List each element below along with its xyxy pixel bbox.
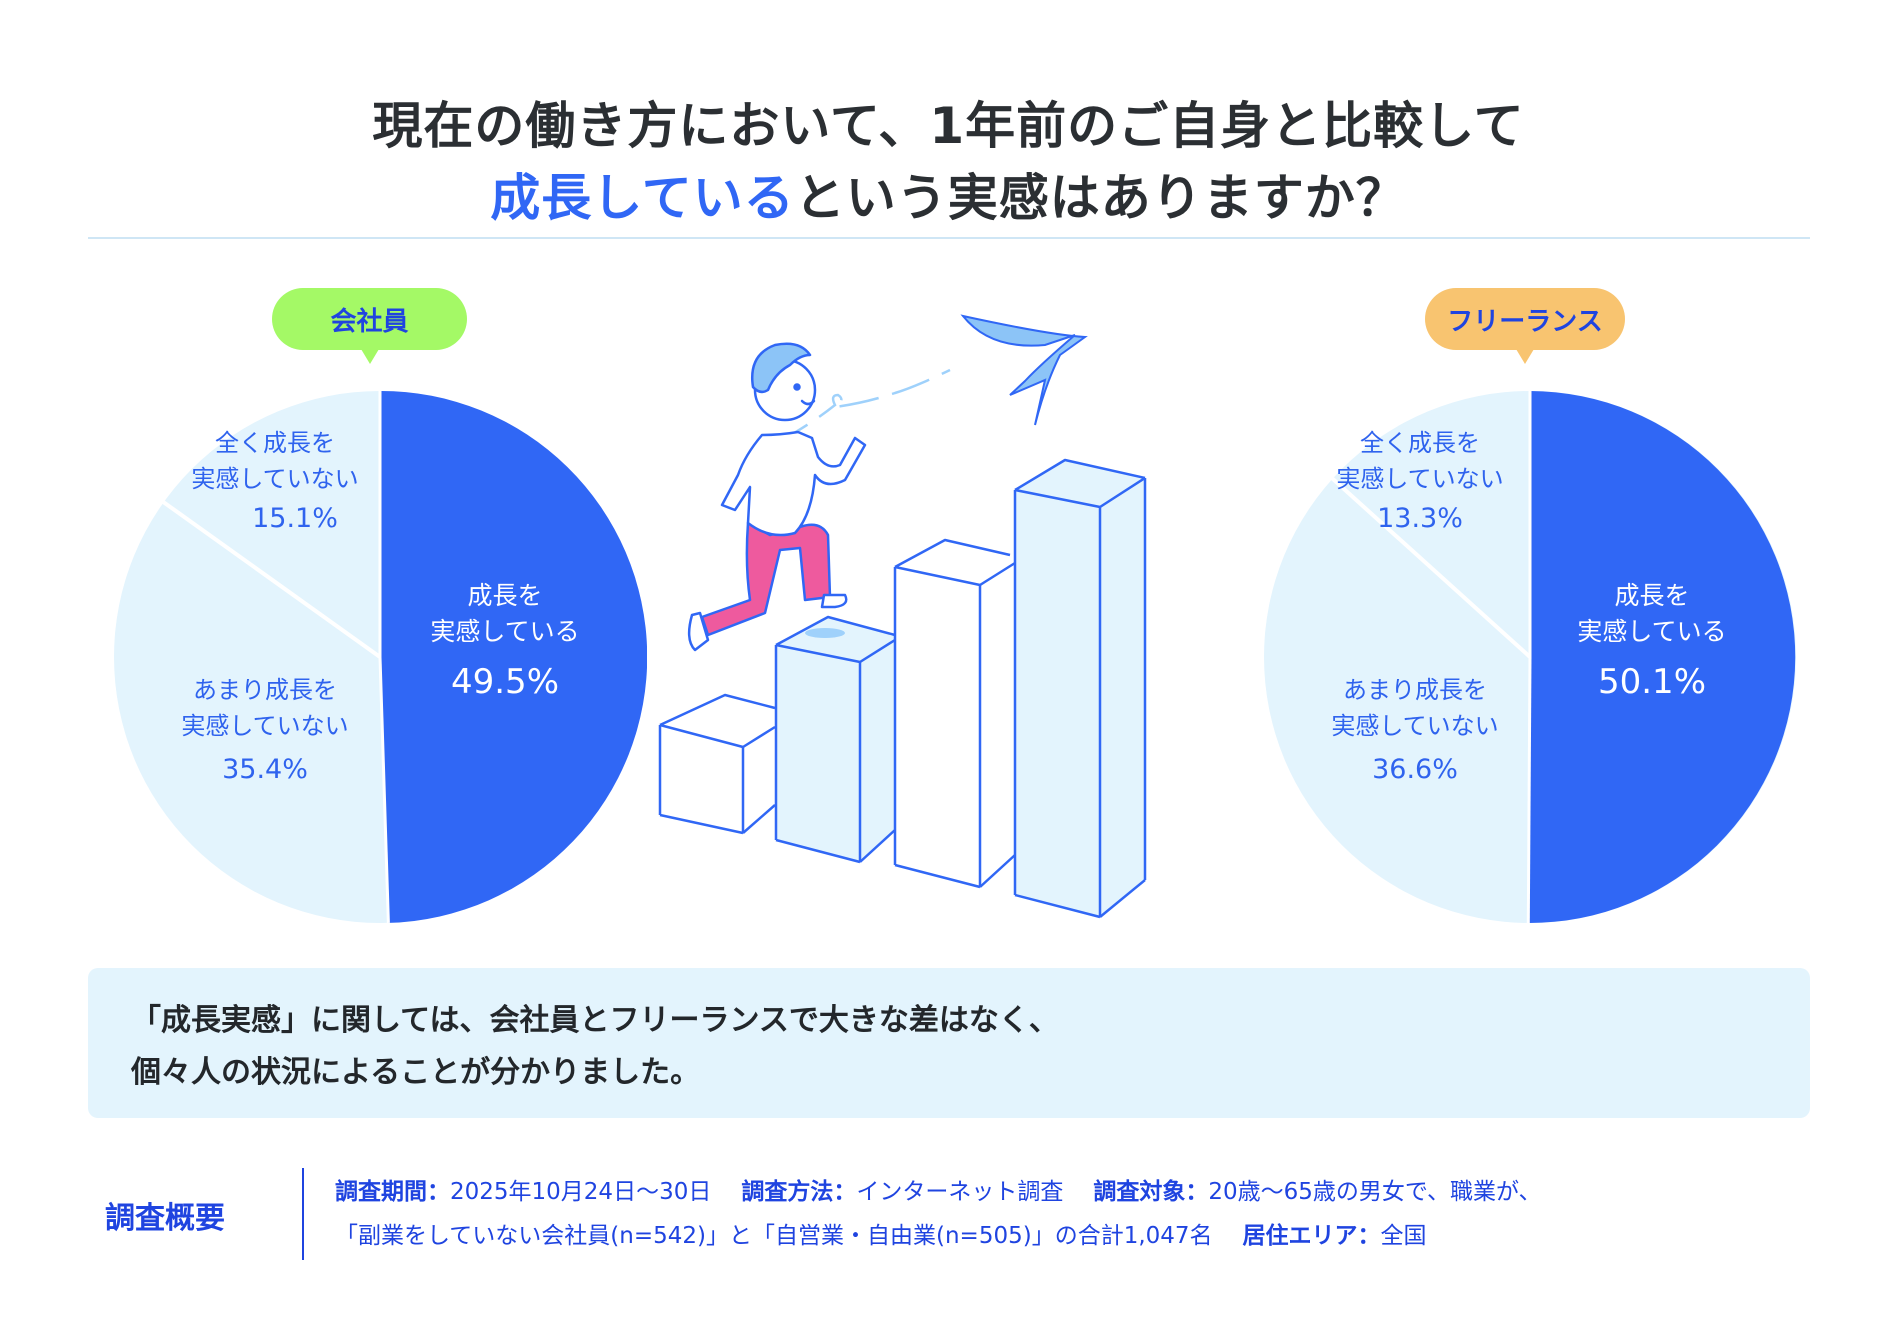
title-rest: という実感はありますか？ [794, 169, 1407, 227]
employee-slice-divider-2 [378, 656, 390, 923]
freelance-slice-divider-2 [1526, 656, 1532, 924]
employee-slice-divider-3 [162, 500, 382, 659]
label-line: 実感している [430, 617, 580, 646]
title-highlight: 成長している [490, 169, 795, 227]
survey-overview-heading: 調査概要 [105, 1201, 225, 1236]
label-line: 全く成長を [1360, 429, 1480, 457]
employee-label-not-much: あまり成長を 実感していない 35.4% [150, 672, 380, 788]
freelance-pie-chart [1264, 391, 1796, 924]
freelance-badge: フリーランス [1425, 288, 1625, 364]
summary-line1: 「成長実感」に関しては、会社員とフリーランスで大きな差はなく、 [131, 1003, 1059, 1038]
employee-label-not-at-all: 全く成長を 実感していない 15.1% [160, 425, 390, 537]
label-line: 実感していない [1336, 465, 1504, 493]
target-value: 20歳〜65歳の男女で、職業が、 [1208, 1179, 1542, 1205]
label-value: 36.6% [1372, 754, 1458, 785]
freelance-label-not-much: あまり成長を 実感していない 36.6% [1300, 672, 1530, 788]
label-value: 13.3% [1377, 503, 1463, 534]
page-title-line1: 現在の働き方において、1年前のご自身と比較して [372, 97, 1525, 155]
label-line: 成長を [467, 581, 543, 610]
page-title-line2: 成長しているという実感はありますか？ [0, 158, 1897, 230]
label-line: 実感していない [191, 465, 359, 493]
label-line: あまり成長を [193, 676, 337, 704]
period-value: 2025年10月24日〜30日 [450, 1179, 712, 1205]
title-divider [88, 237, 1810, 239]
employee-label-growing: 成長を 実感している 49.5% [400, 578, 610, 700]
label-line: 実感していない [181, 712, 349, 740]
survey-overview-separator [302, 1168, 304, 1260]
label-line: あまり成長を [1343, 676, 1487, 704]
step-bar-4 [1013, 458, 1147, 919]
survey-overview-details: 調査期間：2025年10月24日〜30日 調査方法：インターネット調査 調査対象：2… [335, 1170, 1542, 1258]
method-label: 調査方法： [741, 1179, 857, 1205]
employee-badge: 会社員 [272, 288, 467, 364]
bird-icon [960, 314, 1088, 426]
employee-pie-chart [114, 390, 647, 923]
summary-line2: 個々人の状況によることが分かりました。 [131, 1055, 701, 1090]
flight-path-line [772, 368, 951, 447]
freelance-label-not-at-all: 全く成長を 実感していない 13.3% [1305, 425, 1535, 537]
label-line: 全く成長を [215, 429, 335, 457]
label-value: 35.4% [222, 754, 308, 785]
label-value: 49.5% [450, 662, 559, 702]
step-bar-1 [658, 693, 776, 835]
method-value: インターネット調査 [856, 1179, 1064, 1205]
label-line: 実感していない [1331, 712, 1499, 740]
target-label: 調査対象： [1093, 1179, 1209, 1205]
overview-line2: 「副業をしていない会社員(n=542)」と「自営業・自由業(n=505)」の合計… [335, 1214, 1542, 1258]
label-value: 50.1% [1597, 662, 1706, 702]
label-line: 実感している [1577, 617, 1727, 646]
boy-figure [687, 342, 867, 652]
label-value: 15.1% [252, 503, 338, 534]
overview-line1: 調査期間：2025年10月24日〜30日 調査方法：インターネット調査 調査対象：2… [335, 1170, 1542, 1214]
step-bar-2 [774, 615, 896, 864]
summary-box: 「成長実感」に関しては、会社員とフリーランスで大きな差はなく、 個々人の状況によ… [88, 968, 1810, 1118]
target-value-2: 「副業をしていない会社員(n=542)」と「自営業・自由業(n=505)」の合計… [335, 1223, 1213, 1249]
freelance-slice-divider-3 [1331, 477, 1532, 659]
step-bar-3 [893, 538, 1016, 889]
freelance-label-growing: 成長を 実感している 50.1% [1547, 578, 1757, 700]
area-label: 居住エリア： [1242, 1223, 1381, 1249]
freelance-slice-growing [1528, 391, 1796, 924]
employee-slice-growing [380, 390, 647, 923]
label-line: 成長を [1614, 581, 1690, 610]
area-value: 全国 [1380, 1223, 1427, 1249]
period-label: 調査期間： [335, 1179, 450, 1205]
growth-illustration [658, 314, 1147, 919]
